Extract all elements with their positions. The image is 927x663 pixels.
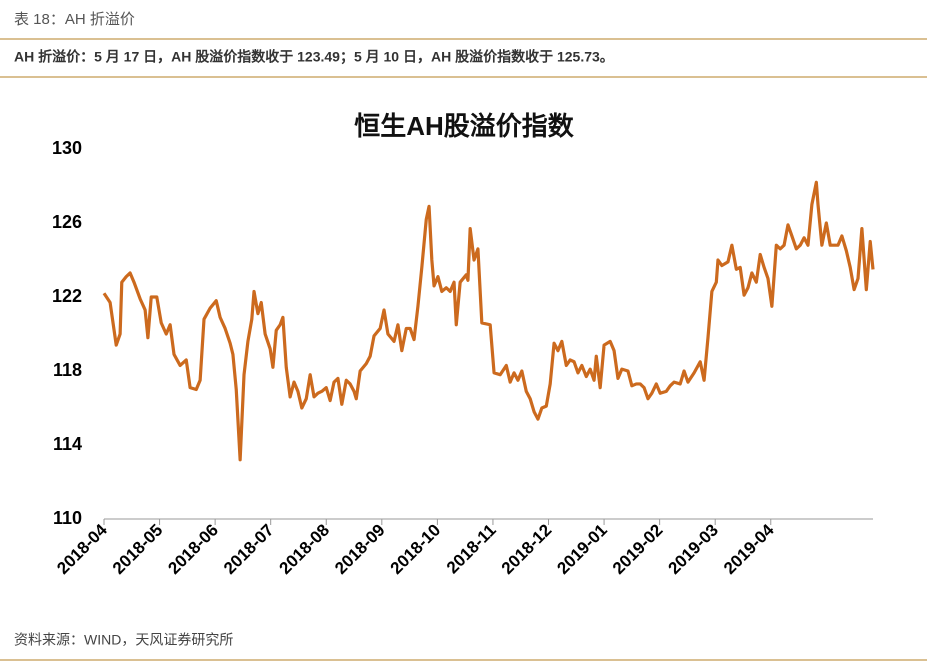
- y-tick-label: 114: [53, 434, 82, 454]
- x-tick-label: 2019-02: [609, 520, 667, 578]
- x-tick-label: 2019-01: [553, 520, 611, 578]
- x-tick-label: 2018-08: [276, 520, 334, 578]
- x-tick-label: 2018-10: [387, 520, 445, 578]
- header: 表 18：AH 折溢价: [14, 11, 135, 28]
- y-tick-label: 118: [53, 360, 82, 380]
- y-tick-label: 122: [52, 286, 82, 306]
- x-tick-label: 2018-11: [443, 520, 500, 577]
- x-tick-label: 2019-04: [720, 520, 778, 578]
- chart-title: 恒生AH股溢价指数: [354, 111, 575, 141]
- y-tick-label: 130: [52, 138, 82, 158]
- x-tick-label: 2019-03: [664, 520, 722, 578]
- x-tick-label: 2018-06: [164, 520, 222, 578]
- x-tick-label: 2018-05: [109, 520, 167, 578]
- x-tick-label: 2018-09: [331, 520, 389, 578]
- summary: AH 折溢价：5 月 17 日，AH 股溢价指数收于 123.49；5 月 10…: [14, 49, 614, 66]
- source: 资料来源：WIND，天风证券研究所: [14, 632, 233, 648]
- x-tick-label: 2018-07: [220, 520, 278, 578]
- x-tick-label: 2018-04: [53, 520, 111, 578]
- y-tick-label: 110: [53, 508, 82, 528]
- line-series: [102, 180, 875, 462]
- y-tick-label: 126: [52, 212, 82, 232]
- x-tick-label: 2018-12: [498, 520, 556, 578]
